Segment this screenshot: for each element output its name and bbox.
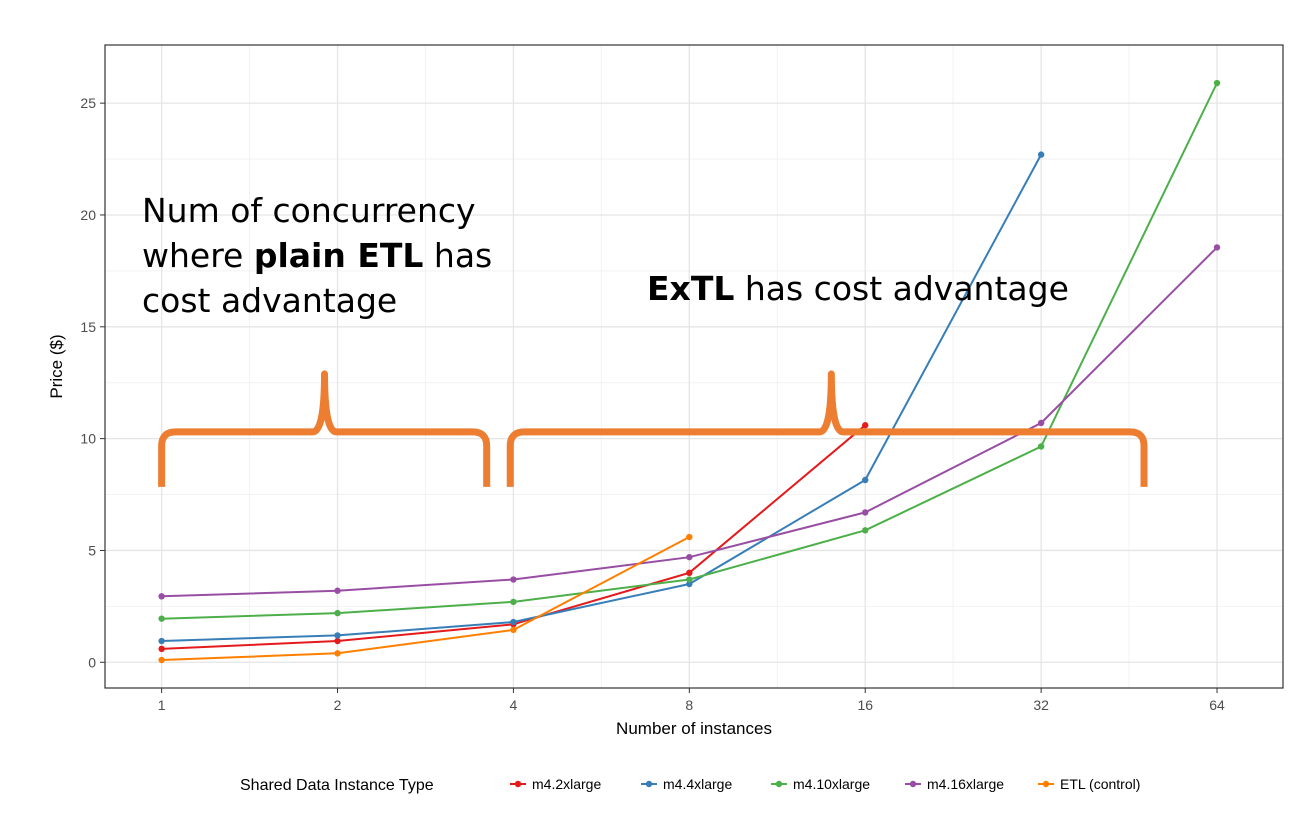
data-point bbox=[510, 576, 517, 583]
data-point bbox=[510, 598, 517, 606]
data-point bbox=[1213, 79, 1221, 87]
legend-label: m4.2xlarge bbox=[532, 776, 601, 792]
x-tick-label: 16 bbox=[857, 697, 873, 713]
data-point bbox=[686, 533, 693, 541]
y-tick-label: 20 bbox=[80, 207, 96, 223]
annotation-text: has cost advantage bbox=[734, 269, 1069, 308]
x-tick-label: 2 bbox=[334, 697, 342, 713]
data-point bbox=[1037, 443, 1045, 450]
x-tick-label: 4 bbox=[510, 697, 518, 713]
curly-brace bbox=[506, 370, 1148, 487]
data-point bbox=[334, 650, 341, 657]
y-axis-title: Price ($) bbox=[47, 334, 66, 398]
series-ETL (control) bbox=[158, 533, 693, 664]
data-point bbox=[158, 637, 165, 645]
brace-layer bbox=[158, 370, 1148, 487]
x-axis-title: Number of instances bbox=[616, 719, 772, 738]
data-point bbox=[334, 637, 341, 645]
series-layer bbox=[158, 79, 1221, 664]
data-point bbox=[158, 615, 165, 622]
data-point bbox=[686, 580, 693, 588]
data-point bbox=[862, 476, 869, 484]
legend-title: Shared Data Instance Type bbox=[240, 777, 434, 794]
annotation-text: where bbox=[142, 236, 254, 275]
legend-marker bbox=[775, 780, 783, 788]
data-point bbox=[862, 422, 869, 429]
x-tick-label: 32 bbox=[1033, 697, 1049, 713]
annotation-text: Num of concurrency bbox=[142, 191, 476, 230]
data-point bbox=[1037, 419, 1045, 427]
legend-label: m4.4xlarge bbox=[663, 776, 732, 792]
series-m4.4xlarge bbox=[158, 151, 1045, 645]
y-tick-label: 5 bbox=[88, 542, 96, 558]
annotation-bold-text: plain ETL bbox=[254, 236, 424, 275]
legend-item-m4.4xlarge: m4.4xlarge bbox=[641, 776, 732, 792]
data-point bbox=[158, 645, 165, 653]
data-point bbox=[158, 593, 165, 600]
y-tick-label: 10 bbox=[80, 431, 96, 447]
y-tick-label: 25 bbox=[80, 95, 96, 111]
legend-item-m4.2xlarge: m4.2xlarge bbox=[510, 776, 601, 792]
curly-brace bbox=[158, 370, 491, 487]
data-point bbox=[1213, 244, 1221, 251]
data-point bbox=[862, 509, 869, 516]
data-point bbox=[686, 576, 693, 583]
x-tick-label: 8 bbox=[685, 697, 693, 713]
legend-marker bbox=[514, 780, 522, 788]
data-point bbox=[862, 527, 869, 534]
series-m4.10xlarge bbox=[158, 79, 1221, 622]
legend-label: m4.16xlarge bbox=[927, 776, 1004, 792]
legend-marker bbox=[909, 780, 917, 788]
legend-item-m4.16xlarge: m4.16xlarge bbox=[905, 776, 1004, 792]
legend-item-m4.10xlarge: m4.10xlarge bbox=[771, 776, 870, 792]
y-axis: 0 5 10 15 20 25 bbox=[80, 95, 105, 670]
minor-gridlines bbox=[105, 45, 1283, 688]
data-point bbox=[334, 609, 341, 617]
x-axis: 1 2 4 8 16 32 64 bbox=[158, 688, 1225, 713]
data-point bbox=[510, 626, 517, 634]
legend-marker bbox=[1042, 780, 1050, 788]
x-tick-label: 64 bbox=[1209, 697, 1225, 713]
data-point bbox=[686, 569, 693, 577]
data-point bbox=[158, 656, 165, 664]
y-tick-label: 15 bbox=[80, 319, 96, 335]
annotation-line: ExTL has cost advantage bbox=[647, 269, 1069, 308]
data-point bbox=[334, 587, 341, 594]
data-point bbox=[686, 553, 693, 561]
legend: Shared Data Instance Type m4.2xlarge m4.4… bbox=[240, 776, 1140, 794]
annotation-text: cost advantage bbox=[142, 281, 397, 320]
legend-item-ETL (control): ETL (control) bbox=[1038, 776, 1140, 792]
annotation-line: cost advantage bbox=[142, 281, 397, 320]
annotation-line: where plain ETL has bbox=[142, 236, 492, 275]
series-line bbox=[161, 536, 690, 661]
legend-label: ETL (control) bbox=[1060, 776, 1140, 792]
series-m4.16xlarge bbox=[158, 244, 1221, 600]
data-point bbox=[334, 632, 341, 639]
annotation-line: Num of concurrency bbox=[142, 191, 476, 230]
x-tick-label: 1 bbox=[158, 697, 166, 713]
data-point bbox=[1037, 151, 1045, 158]
annotation-bold-text: ExTL bbox=[647, 269, 734, 308]
legend-marker bbox=[645, 780, 653, 788]
legend-label: m4.10xlarge bbox=[793, 776, 870, 792]
plot-panel-border bbox=[104, 44, 1284, 689]
y-tick-label: 0 bbox=[88, 654, 96, 670]
series-line bbox=[161, 154, 1042, 642]
annotation-text: has bbox=[423, 236, 492, 275]
data-point bbox=[510, 618, 517, 626]
